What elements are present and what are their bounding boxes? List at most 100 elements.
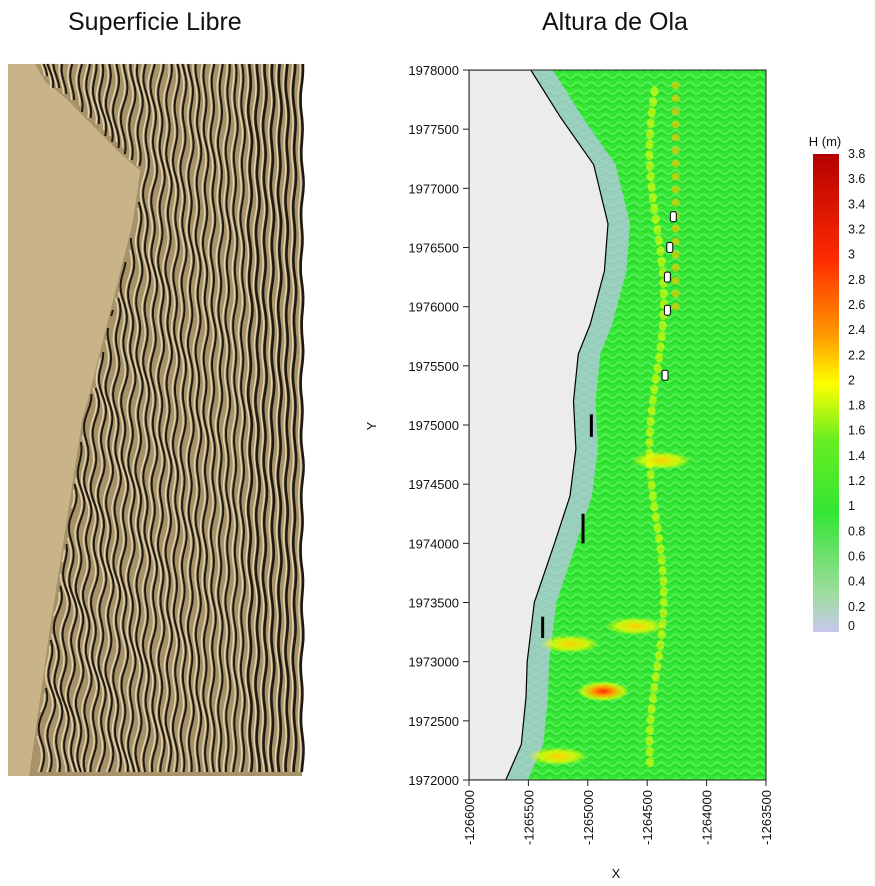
wave-crest-light — [207, 63, 215, 773]
shoal-mark — [645, 160, 654, 171]
shoal-mark — [651, 512, 660, 523]
colorbar-tick-label: 0.8 — [848, 524, 865, 538]
shoal-mark — [646, 128, 655, 139]
shoal-mark — [653, 661, 662, 672]
wave-crest-dark — [299, 63, 305, 773]
wave-crest-dark — [66, 63, 79, 773]
wave-crest-light — [222, 63, 229, 772]
wave-crest-light — [199, 63, 207, 773]
colorbar-tick-label: 3.4 — [848, 197, 865, 211]
wave-crest-light — [229, 63, 237, 773]
shoal-mark — [655, 352, 664, 363]
plot-area — [469, 70, 766, 780]
wave-crest-light — [237, 63, 244, 773]
shoal-mark — [645, 746, 654, 757]
shoal-mark — [659, 608, 668, 619]
wave-crest-light — [57, 63, 69, 773]
shoal-mark — [646, 469, 655, 480]
shoal-mark — [656, 341, 665, 352]
shore-low-band — [505, 70, 630, 780]
y-tick-label: 1973000 — [408, 655, 459, 670]
shoal-mark — [654, 235, 663, 246]
wave-crest-light — [267, 63, 273, 773]
wave-crest-light — [162, 63, 171, 773]
colorbar — [813, 154, 839, 632]
colorbar-tick-label: 2 — [848, 373, 855, 387]
shoal-mark — [645, 150, 654, 161]
wave-crest-dark — [111, 63, 123, 773]
x-tick-label: -1265500 — [521, 790, 536, 845]
y-axis: 1972000 1972500 1973000 1973500 1974000 19745… — [408, 63, 469, 788]
land-area — [469, 70, 609, 780]
colorbar-tick-label: 0.2 — [848, 600, 865, 614]
wave-crest-dark — [209, 63, 218, 773]
wave-crest-dark — [134, 63, 144, 773]
wave-crest-dark — [171, 63, 181, 773]
wave-crest-light — [289, 63, 295, 773]
wave-crest-dark — [74, 63, 86, 773]
colorbar-tick-label: 1.4 — [848, 449, 865, 463]
wave-crest-light — [64, 63, 76, 773]
shoal-mark — [647, 704, 656, 714]
colorbar-tick-label: 2.6 — [848, 298, 865, 312]
colorbar-tick-label: 0 — [848, 619, 855, 633]
y-tick-label: 1977000 — [408, 181, 459, 196]
colorbar-tick-label: 2.4 — [848, 323, 865, 337]
wave-crest-light — [139, 63, 149, 773]
free-surface-panel — [8, 63, 305, 776]
wave-crest-dark — [141, 63, 152, 773]
shoal-mark — [657, 629, 666, 640]
shoal-mark — [657, 554, 666, 565]
colorbar-tick-label: 1.8 — [848, 399, 865, 413]
wave-hotspot — [528, 747, 589, 766]
shoal-mark — [671, 198, 680, 207]
shoal-mark — [671, 120, 680, 129]
wave-crest-light — [244, 63, 251, 773]
wave-crest-dark — [291, 63, 298, 773]
y-tick-label: 1973500 — [408, 596, 459, 611]
colorbar-tick-label: 3 — [848, 248, 855, 262]
colorbar-tick-label: 1 — [848, 499, 855, 513]
wave-crest-dark — [89, 63, 101, 773]
shoal-mark — [648, 491, 657, 501]
wave-crest-light — [102, 63, 112, 773]
shoal-mark — [646, 416, 655, 427]
colorbar-tick-label: 3.6 — [848, 172, 865, 186]
shoal-mark — [658, 565, 667, 576]
colorbar-tick-label: 0.6 — [848, 550, 865, 564]
wave-crest-light — [282, 63, 288, 773]
shoal-mark — [648, 395, 657, 406]
islet-layer — [661, 211, 677, 381]
wave-crest-light — [124, 63, 134, 773]
x-axis-label: X — [612, 866, 621, 881]
shoal-mark — [645, 139, 654, 150]
shoal-mark — [645, 735, 654, 746]
wave-crest-dark — [59, 63, 72, 773]
wave-crest-dark — [224, 63, 232, 772]
shoal-mark — [659, 576, 668, 587]
shoal-mark — [658, 320, 667, 331]
wave-crest-dark — [127, 63, 137, 773]
wave-crest-light — [214, 63, 222, 773]
y-tick-label: 1976000 — [408, 300, 459, 315]
wave-crest-light — [132, 63, 141, 773]
wave-crest-dark — [104, 63, 115, 773]
wave-crest-light — [147, 63, 156, 773]
shoal-mark — [671, 185, 680, 194]
wave-crest-light — [79, 63, 90, 773]
y-tick-label: 1972500 — [408, 714, 459, 729]
wave-crest-dark — [276, 63, 283, 773]
shoal-mark — [659, 288, 668, 299]
shoal-mark — [646, 118, 655, 129]
y-tick-label: 1972000 — [408, 773, 459, 788]
y-axis-label: Y — [364, 421, 379, 430]
shoal-mark — [650, 86, 659, 97]
x-tick-label: -1263500 — [759, 790, 774, 845]
shoal-mark — [647, 182, 656, 193]
shoal-mark — [671, 250, 680, 259]
y-tick-label: 1975500 — [408, 359, 459, 374]
colorbar-tick-label: 2.2 — [848, 348, 865, 362]
islet — [666, 242, 674, 253]
wave-crest-light — [109, 63, 120, 773]
wave-crest-dark — [52, 63, 64, 773]
